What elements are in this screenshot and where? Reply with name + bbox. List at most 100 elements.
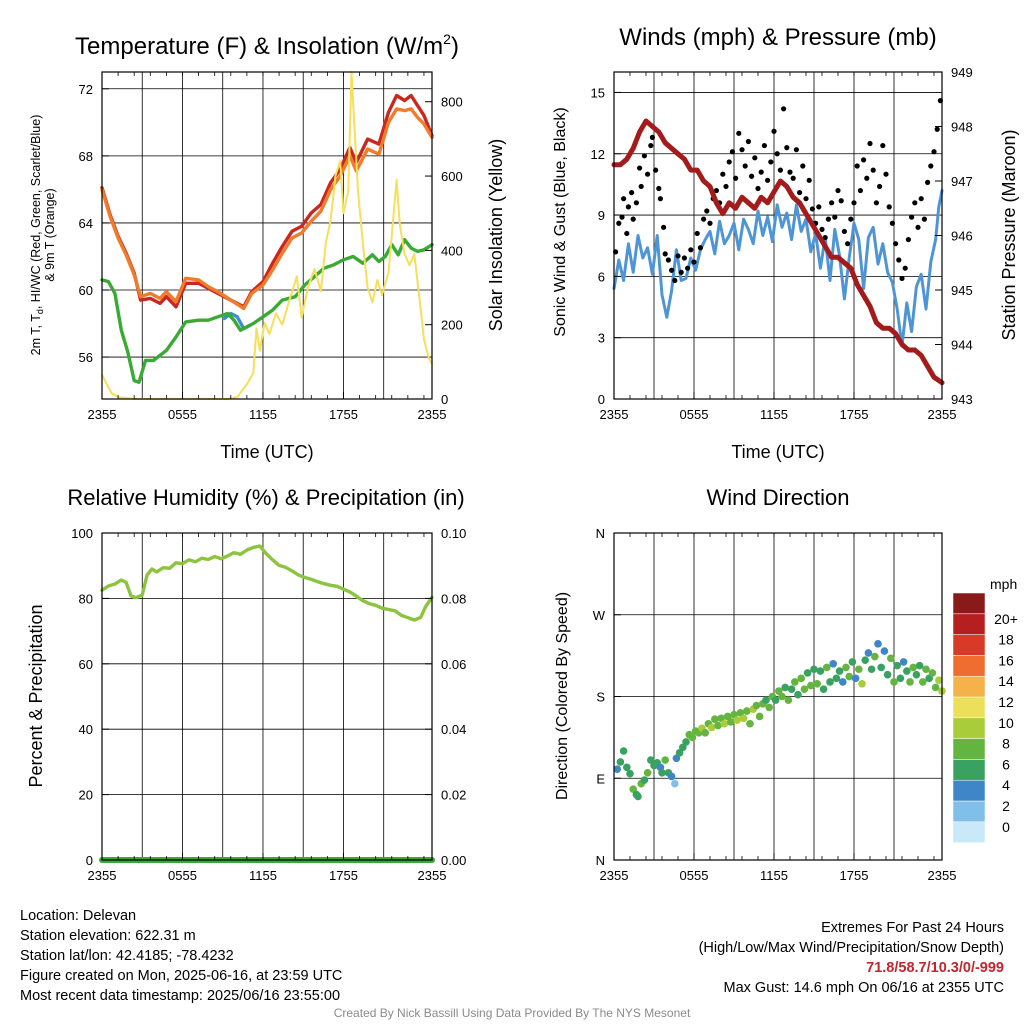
gust-point xyxy=(616,220,622,226)
y-tick-label-right: 0.10 xyxy=(441,526,466,541)
colorbar-label: 8 xyxy=(1002,736,1010,752)
wind-title: Winds (mph) & Pressure (mb) xyxy=(619,24,936,51)
colorbar-swatch xyxy=(952,592,986,615)
direction-point xyxy=(682,738,690,746)
direction-point xyxy=(867,665,876,674)
gust-point xyxy=(672,277,678,284)
recent-text: Most recent data timestamp: 2025/06/16 2… xyxy=(20,988,341,1004)
direction-point xyxy=(931,683,940,692)
y-tick-label-left: 3 xyxy=(598,331,605,346)
colorbar-label: 20+ xyxy=(994,611,1018,627)
direction-point xyxy=(771,696,780,704)
gust-point xyxy=(681,255,688,261)
gust-point xyxy=(822,234,828,241)
y-tick-label-left: 60 xyxy=(79,283,93,298)
direction-point xyxy=(797,674,805,683)
y-tick-label-left: 9 xyxy=(598,208,605,223)
x-tick-label: 2355 xyxy=(418,407,447,422)
gust-point xyxy=(848,216,854,222)
gust-point xyxy=(624,230,630,237)
gust-point xyxy=(629,189,635,196)
gust-point xyxy=(921,216,928,222)
pressure-line xyxy=(611,118,945,386)
gust-point xyxy=(838,198,844,204)
direction-point xyxy=(893,661,901,670)
gust-point xyxy=(649,134,656,140)
direction-point xyxy=(826,678,834,686)
direction-point xyxy=(791,678,799,686)
direction-point xyxy=(727,718,735,726)
gust-point xyxy=(835,187,841,194)
rh-title: Relative Humidity (%) & Precipitation (i… xyxy=(67,485,464,510)
direction-point xyxy=(922,665,930,674)
colorbar-title: mph xyxy=(990,576,1017,592)
gust-point xyxy=(793,147,800,153)
colorbar-label: 6 xyxy=(1002,756,1010,772)
wind-ylabel-right: Station Pressure (Maroon) xyxy=(999,129,1019,340)
gust-point xyxy=(755,185,761,192)
extremes-legend: (High/Low/Max Wind/Precipitation/Snow De… xyxy=(698,940,1004,956)
colorbar-swatch xyxy=(952,613,986,635)
extremes-title: Extremes For Past 24 Hours xyxy=(821,920,1004,936)
y-tick-label-right: 0.02 xyxy=(441,788,466,803)
gust-point xyxy=(851,200,857,206)
x-tick-label: 1155 xyxy=(760,868,788,883)
gust-point xyxy=(889,220,896,226)
gust-point xyxy=(784,145,790,151)
direction-point xyxy=(848,658,857,666)
y-tick-label-right: 949 xyxy=(951,65,973,80)
y-tick-label-right: 0 xyxy=(441,392,448,407)
y-tick-label-left: 68 xyxy=(79,149,93,164)
gust-point xyxy=(742,163,748,169)
gust-point xyxy=(915,224,921,230)
gust-point xyxy=(809,206,816,212)
direction-point xyxy=(890,678,898,686)
gust-point xyxy=(771,128,777,134)
gust-point xyxy=(625,204,632,210)
gust-point xyxy=(806,177,812,183)
gust-point xyxy=(749,173,755,179)
gust-point xyxy=(912,200,918,206)
temp-xlabel: Time (UTC) xyxy=(220,442,313,462)
gust-point xyxy=(713,187,720,194)
direction-point xyxy=(903,667,911,675)
colorbar-swatch xyxy=(952,800,986,823)
plot-border xyxy=(101,71,433,400)
gust-point xyxy=(861,157,867,163)
created-text: Figure created on Mon, 2025-06-16, at 23… xyxy=(20,968,343,984)
y-tick-label-left: 12 xyxy=(591,147,605,162)
direction-point xyxy=(835,667,844,675)
direction-point xyxy=(935,676,943,684)
gust-point xyxy=(918,196,924,202)
direction-point xyxy=(803,669,812,677)
colorbar-swatch xyxy=(952,821,986,843)
gust-point xyxy=(675,253,681,259)
direction-point xyxy=(658,769,666,777)
rh-line xyxy=(100,544,434,622)
direction-point xyxy=(858,679,866,688)
gust-point xyxy=(739,147,745,153)
gust-point xyxy=(829,200,835,206)
gust-point xyxy=(641,153,648,159)
direction-point xyxy=(807,681,815,690)
gust-point xyxy=(662,251,668,257)
colorbar-label: 18 xyxy=(998,632,1014,648)
colorbar-swatch xyxy=(952,634,986,656)
y-tick-label-right: 945 xyxy=(951,283,973,298)
direction-point xyxy=(794,690,802,699)
gust-point xyxy=(864,175,870,181)
colorbar-swatch xyxy=(952,738,986,760)
direction-point xyxy=(746,719,754,728)
x-tick-label: 1155 xyxy=(760,407,788,422)
temp-ylabel-left: 2m T, Td, HI/WC (Red, Green, Scarlet/Blu… xyxy=(29,115,45,356)
gust-point xyxy=(854,163,860,169)
wind-ylabel-left: Sonic Wind & Gust (Blue, Black) xyxy=(552,107,569,336)
y-tick-label-left: 40 xyxy=(79,722,93,737)
y-tick-label-left: 72 xyxy=(79,82,93,97)
x-tick-label: 0555 xyxy=(168,868,197,883)
direction-point xyxy=(707,723,716,732)
y-tick-label-right: 200 xyxy=(441,318,463,333)
extremes-values: 71.8/58.7/10.3/0/-999 xyxy=(866,960,1004,976)
temp-series-line xyxy=(100,107,434,311)
y-tick-label-left: 15 xyxy=(591,85,605,100)
